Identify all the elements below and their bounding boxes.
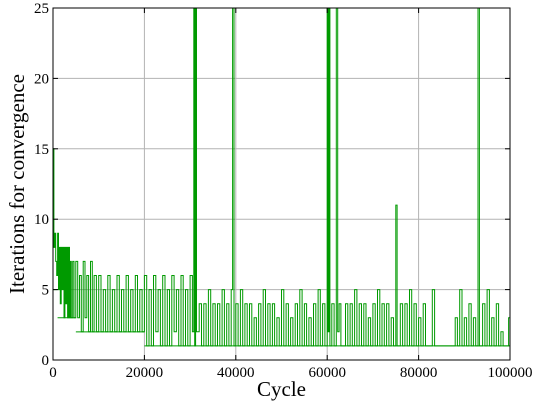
x-tick-label-2: 40000: [217, 365, 255, 381]
x-axis-title: Cycle: [257, 377, 306, 401]
x-tick-label-3: 60000: [308, 365, 346, 381]
x-tick-label-0: 0: [49, 365, 57, 381]
y-tick-label-1: 5: [42, 283, 50, 299]
axis-ticks: 0 20000 40000 60000 80000 100000 0 5 10 15 20 25: [34, 1, 533, 381]
y-tick-label-0: 0: [42, 353, 50, 369]
x-tick-label-4: 80000: [400, 365, 438, 381]
y-tick-label-2: 10: [34, 212, 49, 228]
x-tick-label-1: 20000: [126, 365, 164, 381]
series-line: [53, 7, 511, 347]
y-axis-title: Iterations for convergence: [5, 74, 29, 294]
y-tick-label-5: 25: [34, 1, 49, 17]
x-tick-label-5: 100000: [488, 365, 533, 381]
y-tick-label-3: 15: [34, 142, 49, 158]
y-tick-label-4: 20: [34, 71, 49, 87]
plot-frame: [52, 7, 511, 361]
